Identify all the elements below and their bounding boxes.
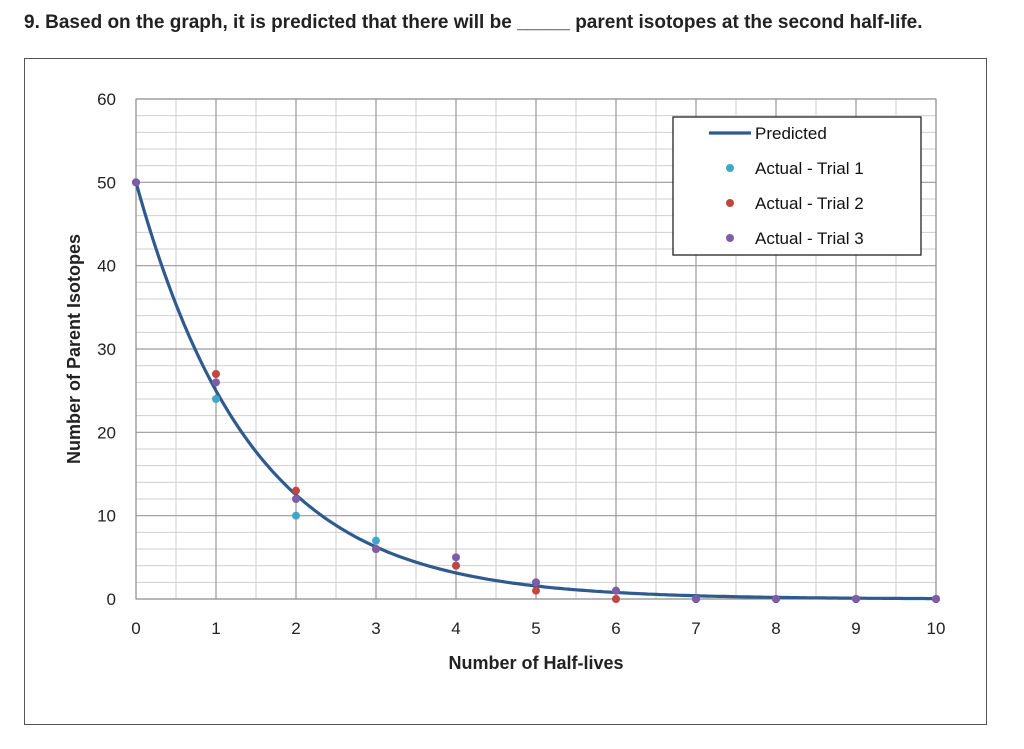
chart-frame: 0 10 20 30 40 50 60 0 1 2 3 4 5 6 7 8 9 10 Number of Hal… (24, 58, 987, 725)
answer-blank[interactable]: _____ (517, 12, 570, 33)
point-actual-trial-3 (612, 586, 620, 595)
x-tick-label: 9 (851, 619, 860, 638)
legend-swatch-marker (726, 164, 734, 172)
plot-area-border (135, 98, 937, 600)
y-axis-tick-labels: 0 10 20 30 40 50 60 (97, 90, 116, 609)
point-actual-trial-3 (292, 495, 300, 503)
y-tick-label: 60 (97, 90, 116, 109)
y-tick-label: 40 (97, 257, 116, 276)
x-tick-label: 2 (291, 619, 300, 638)
legend-swatch-marker (726, 199, 734, 207)
legend: Predicted Actual - Trial 1 Actual - Trial … (672, 116, 922, 256)
point-actual-trial-3 (852, 595, 860, 603)
point-actual-trial-3 (212, 378, 220, 387)
decay-chart: 0 10 20 30 40 50 60 0 1 2 3 4 5 6 7 8 9 10 Number of Hal… (64, 90, 945, 673)
point-actual-trial-1 (372, 536, 380, 545)
point-actual-trial-1 (292, 511, 300, 520)
point-actual-trial-2 (292, 486, 300, 495)
y-tick-label: 20 (97, 423, 116, 442)
x-tick-label: 4 (451, 619, 460, 638)
point-actual-trial-1 (212, 395, 220, 403)
legend-box (672, 116, 922, 256)
y-axis-title: Number of Parent Isotopes (64, 234, 84, 464)
x-tick-label: 0 (131, 619, 140, 638)
point-actual-trial-2 (212, 370, 220, 378)
question-prompt: 9. Based on the graph, it is predicted t… (24, 12, 1004, 34)
y-tick-label: 50 (97, 173, 116, 192)
point-actual-trial-3 (132, 178, 140, 187)
x-tick-label: 5 (531, 619, 540, 638)
x-tick-label: 10 (927, 619, 946, 638)
x-axis-tick-labels: 0 1 2 3 4 5 6 7 8 9 10 (131, 619, 945, 638)
point-actual-trial-3 (932, 595, 940, 603)
point-actual-trial-3 (692, 595, 700, 603)
y-tick-label: 30 (97, 340, 116, 359)
point-actual-trial-3 (452, 553, 460, 562)
question-text-before: Based on the graph, it is predicted that… (45, 12, 512, 33)
y-tick-label: 10 (97, 507, 116, 526)
x-tick-label: 6 (611, 619, 620, 638)
point-actual-trial-2 (612, 595, 620, 603)
legend-label: Actual - Trial 2 (755, 194, 864, 213)
legend-swatch-marker (726, 234, 734, 242)
point-actual-trial-3 (772, 595, 780, 603)
x-axis-title: Number of Half-lives (448, 653, 623, 673)
point-actual-trial-2 (532, 586, 540, 595)
point-actual-trial-3 (532, 578, 540, 587)
point-actual-trial-2 (452, 561, 460, 570)
x-tick-label: 3 (371, 619, 380, 638)
x-tick-label: 1 (211, 619, 220, 638)
question-text-after: parent isotopes at the second half-life. (575, 12, 923, 33)
x-tick-label: 7 (691, 619, 700, 638)
legend-label: Predicted (755, 124, 827, 143)
x-tick-label: 8 (771, 619, 780, 638)
point-actual-trial-3 (372, 545, 380, 553)
series-layer (132, 178, 940, 603)
legend-label: Actual - Trial 1 (755, 159, 864, 178)
y-tick-label: 0 (107, 590, 116, 609)
question-number: 9. (24, 12, 40, 33)
legend-label: Actual - Trial 3 (755, 229, 864, 248)
